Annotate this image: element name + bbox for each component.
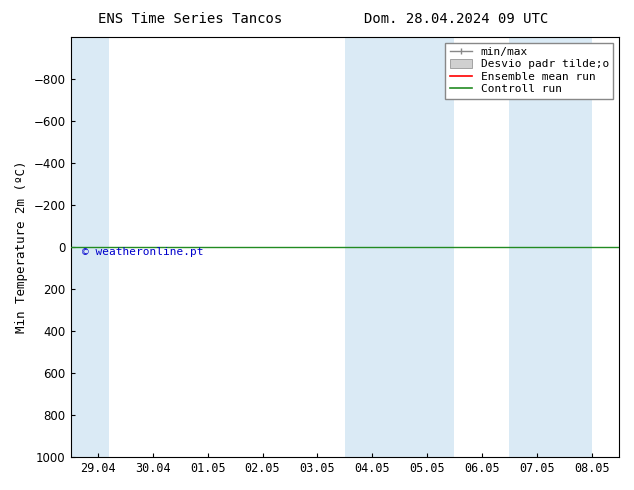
Text: © weatheronline.pt: © weatheronline.pt [82, 247, 203, 257]
Legend: min/max, Desvio padr tilde;o, Ensemble mean run, Controll run: min/max, Desvio padr tilde;o, Ensemble m… [445, 43, 614, 98]
Y-axis label: Min Temperature 2m (ºC): Min Temperature 2m (ºC) [15, 161, 28, 333]
Bar [345, 37, 455, 457]
Bar [70, 37, 109, 457]
Bar [509, 37, 592, 457]
Text: ENS Time Series Tancos: ENS Time Series Tancos [98, 12, 282, 26]
Text: Dom. 28.04.2024 09 UTC: Dom. 28.04.2024 09 UTC [365, 12, 548, 26]
